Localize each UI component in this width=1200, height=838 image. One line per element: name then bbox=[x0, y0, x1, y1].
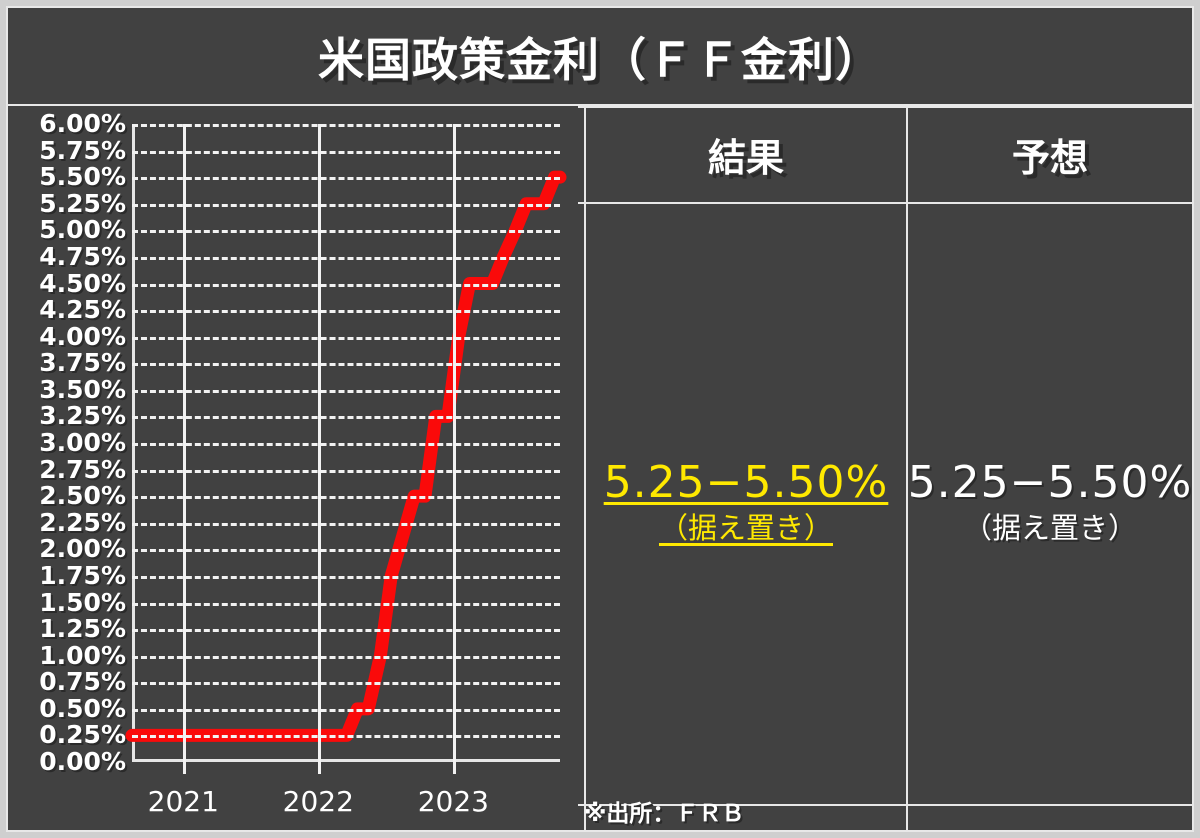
result-note: （据え置き） bbox=[658, 511, 833, 546]
table-header-result: 結果 bbox=[586, 106, 906, 202]
forecast-value: 5.25−5.50% bbox=[907, 456, 1193, 508]
chart-pane: 6.00% 5.75% 5.50% 5.25% 5.00% 4.75% 4.50% 4.25%… bbox=[8, 106, 578, 830]
y-axis-tick-label: 1.25% bbox=[39, 614, 126, 644]
gridline-horizontal bbox=[132, 549, 560, 553]
gridline-horizontal bbox=[132, 469, 560, 473]
y-axis-tick-label: 2.25% bbox=[39, 507, 126, 537]
body-area: 6.00% 5.75% 5.50% 5.25% 5.00% 4.75% 4.50% 4.25%… bbox=[8, 106, 1192, 830]
x-axis-line bbox=[132, 759, 560, 762]
y-axis-tick-label: 5.75% bbox=[39, 135, 126, 165]
summary-table: 結果 予想 5.25−5.50% （据え置き） 5.25−5.50% （据え置き… bbox=[578, 106, 1192, 830]
title-divider bbox=[8, 104, 1192, 106]
table-header-forecast: 予想 bbox=[908, 106, 1192, 202]
gridline-horizontal bbox=[132, 443, 560, 446]
gridline-horizontal bbox=[132, 310, 560, 314]
gridline-horizontal bbox=[132, 150, 560, 154]
gridline-horizontal bbox=[132, 522, 560, 526]
forecast-note: （据え置き） bbox=[962, 511, 1137, 546]
y-axis-tick-label: 0.50% bbox=[39, 693, 126, 723]
gridline-horizontal bbox=[132, 203, 560, 207]
result-value: 5.25−5.50% bbox=[603, 456, 889, 508]
y-axis-tick-label: 0.00% bbox=[39, 747, 126, 776]
gridline-vertical bbox=[453, 124, 457, 762]
y-axis-labels: 6.00% 5.75% 5.50% 5.25% 5.00% 4.75% 4.50% 4.25%… bbox=[8, 106, 126, 830]
y-axis-tick-label: 3.00% bbox=[39, 428, 126, 457]
y-axis-tick-label: 2.75% bbox=[39, 454, 126, 484]
gridline-horizontal bbox=[132, 708, 560, 712]
y-axis-tick-label: 4.50% bbox=[39, 268, 126, 298]
x-axis-tick-label: 2021 bbox=[147, 785, 219, 818]
gridline-horizontal bbox=[132, 389, 560, 393]
y-axis-tick-label: 4.00% bbox=[39, 321, 126, 351]
y-axis-tick-label: 0.25% bbox=[39, 720, 126, 750]
table-header-result-label: 結果 bbox=[707, 135, 784, 180]
source-label: ※出所：ＦＲＢ bbox=[584, 801, 745, 827]
gridline-horizontal bbox=[132, 682, 560, 686]
page-title: 米国政策金利（ＦＦ金利） bbox=[318, 33, 882, 87]
x-axis-tick-label: 2022 bbox=[282, 785, 354, 818]
table-header-forecast-label: 予想 bbox=[1011, 135, 1088, 180]
x-axis-tick bbox=[183, 762, 187, 774]
gridline-horizontal bbox=[132, 363, 560, 367]
gridline-horizontal bbox=[132, 575, 560, 579]
y-axis-tick-label: 5.50% bbox=[39, 162, 126, 192]
gridline-horizontal bbox=[132, 735, 560, 739]
x-axis-tick bbox=[453, 762, 457, 774]
gridline-horizontal bbox=[132, 336, 560, 340]
y-axis-tick-label: 3.50% bbox=[39, 374, 126, 404]
gridline-horizontal bbox=[132, 230, 560, 234]
gridline-horizontal bbox=[132, 629, 560, 633]
y-axis-tick-label: 5.25% bbox=[39, 188, 126, 218]
table-cell-result: 5.25−5.50% （据え置き） bbox=[586, 204, 906, 802]
table-cell-forecast: 5.25−5.50% （据え置き） bbox=[908, 204, 1192, 802]
gridline-horizontal bbox=[132, 416, 560, 420]
table-top-border bbox=[578, 106, 1192, 108]
gridline-horizontal bbox=[132, 177, 560, 181]
gridline-vertical bbox=[318, 124, 322, 762]
gridline-horizontal bbox=[132, 602, 560, 606]
source-row: ※出所：ＦＲＢ bbox=[578, 792, 1192, 830]
gridline-horizontal bbox=[132, 655, 560, 659]
x-axis-tick-label: 2023 bbox=[417, 785, 489, 818]
y-axis-tick-label: 1.00% bbox=[39, 640, 126, 670]
y-axis-tick-label: 3.25% bbox=[39, 401, 126, 431]
y-axis-tick-label: 4.25% bbox=[39, 295, 126, 325]
table-header-divider bbox=[578, 202, 1192, 204]
y-axis-tick-label: 6.00% bbox=[39, 109, 126, 138]
y-axis-tick-label: 5.00% bbox=[39, 215, 126, 245]
gridline-horizontal bbox=[132, 256, 560, 260]
gridline-horizontal bbox=[132, 283, 560, 287]
y-axis-tick-label: 2.50% bbox=[39, 481, 126, 511]
title-bar: 米国政策金利（ＦＦ金利） bbox=[8, 8, 1192, 106]
y-axis-tick-label: 0.75% bbox=[39, 667, 126, 697]
y-axis-tick-label: 2.00% bbox=[39, 534, 126, 564]
gridline-horizontal bbox=[132, 496, 560, 500]
y-axis-tick-label: 1.50% bbox=[39, 587, 126, 617]
plot-area bbox=[125, 124, 567, 762]
y-axis-tick-label: 3.75% bbox=[39, 348, 126, 378]
gridline-horizontal bbox=[132, 124, 560, 127]
x-axis-tick bbox=[318, 762, 322, 774]
table-left-border bbox=[584, 106, 586, 830]
table-bottom-divider bbox=[578, 804, 1192, 806]
y-axis-tick-label: 4.75% bbox=[39, 241, 126, 271]
gridline-vertical bbox=[183, 124, 187, 762]
table-column-divider bbox=[906, 106, 908, 830]
outer-frame: 米国政策金利（ＦＦ金利） 6.00% 5.75% 5.50% 5.25% 5.00% 4.… bbox=[6, 6, 1194, 832]
y-axis-tick-label: 1.75% bbox=[39, 560, 126, 590]
